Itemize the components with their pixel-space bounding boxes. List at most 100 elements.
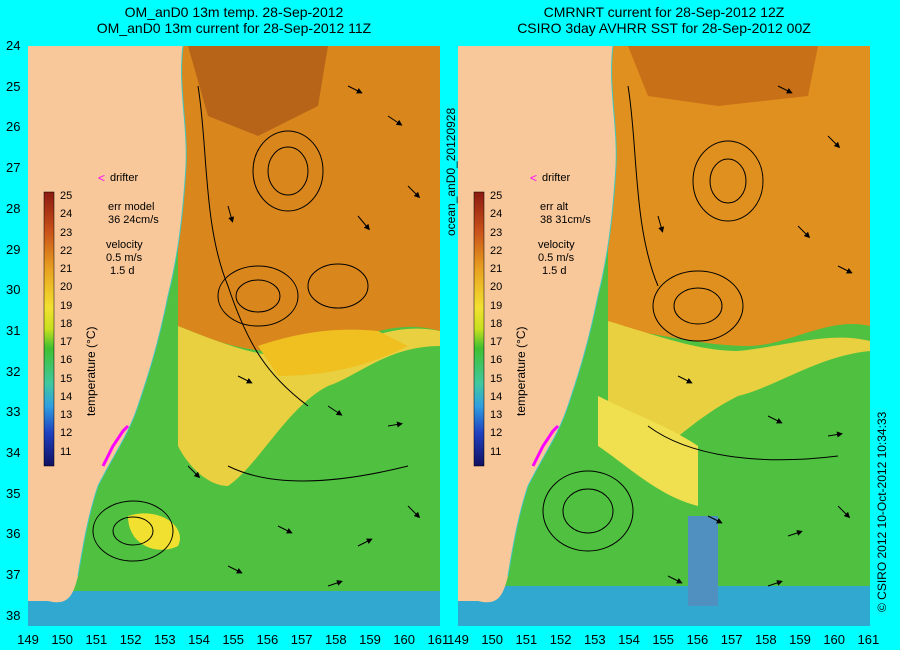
left-velocity-scale1: 0.5 m/s — [106, 252, 143, 264]
colorbar-tick: 21 — [60, 263, 73, 275]
latitude-label: 38 — [6, 607, 21, 623]
left-error-stats: err model 36 24cm/s — [108, 201, 159, 227]
longitude-label: 156 — [686, 632, 709, 647]
latitude-label: 26 — [6, 119, 21, 135]
colorbar-tick: 22 — [60, 244, 73, 257]
right-title-line1: CMRNRT current for 28-Sep-2012 12Z — [543, 4, 785, 20]
longitude-label: 154 — [618, 632, 640, 647]
colorbar-tick: 24 — [60, 208, 73, 221]
run-id-label: ocean_anD0_20120928 — [444, 107, 458, 236]
latitude-label: 32 — [6, 363, 21, 379]
credit-label: © CSIRO 2012 10-Oct-2012 10:34:33 — [875, 411, 889, 612]
colorbar-tick: 24 — [490, 208, 503, 221]
longitude-label: 156 — [256, 632, 279, 647]
longitude-label: 161 — [857, 632, 880, 647]
left-map-image: < — [28, 46, 440, 626]
left-velocity-scale: velocity 0.5 m/s 1.5 d — [106, 239, 143, 278]
latitude-label: 28 — [6, 200, 21, 216]
left-title-line2: OM_anD0 13m current for 28-Sep-2012 11Z — [96, 20, 372, 36]
right-colorbar-label: temperature (°C) — [514, 326, 528, 417]
latitude-label: 37 — [6, 567, 21, 583]
right-map-image: < — [458, 46, 870, 626]
left-drifter-label: drifter — [110, 172, 139, 184]
colorbar-tick: 20 — [490, 281, 503, 294]
colorbar-tick: 17 — [490, 336, 503, 348]
left-map-title: OM_anD0 13m temp. 28-Sep-2012 OM_anD0 13… — [28, 4, 440, 36]
left-map-panel: < drifter err model 36 24cm/s velocity 0… — [28, 46, 440, 626]
latitude-label: 31 — [6, 322, 21, 338]
longitude-label: 155 — [652, 632, 675, 647]
longitude-label: 154 — [188, 632, 210, 647]
longitude-label: 151 — [85, 632, 108, 647]
right-drifter-label: drifter — [542, 172, 571, 184]
right-colorbar-ticks: 25 24 23 22 21 20 19 18 17 16 15 14 13 12 11 — [490, 187, 502, 461]
longitude-label: 158 — [754, 632, 777, 647]
latitude-label: 27 — [6, 160, 21, 176]
right-velocity-scale2: 1.5 d — [542, 265, 567, 277]
left-err-line2: 36 24cm/s — [108, 214, 159, 226]
latitude-label: 36 — [6, 526, 21, 542]
colorbar-tick: 14 — [490, 390, 503, 403]
colorbar-tick: 16 — [490, 354, 503, 367]
right-error-stats: err alt 38 31cm/s — [540, 201, 591, 227]
colorbar-tick: 15 — [60, 372, 73, 385]
longitude-label: 159 — [789, 632, 811, 647]
latitude-label: 34 — [6, 445, 21, 460]
colorbar-tick: 13 — [490, 409, 503, 421]
colorbar-tick: 23 — [60, 226, 73, 239]
colorbar-tick: 18 — [60, 317, 73, 330]
left-title-line1: OM_anD0 13m temp. 28-Sep-2012 — [124, 4, 344, 20]
longitude-label: 157 — [720, 632, 743, 647]
latitude-label: 25 — [6, 78, 21, 94]
longitude-label: 158 — [324, 632, 347, 647]
right-map-panel: < drifter err alt 38 31cm/s velocity 0.5… — [458, 46, 870, 626]
longitude-label: 153 — [583, 632, 606, 647]
longitude-label: 161 — [427, 632, 450, 647]
longitude-label: 149 — [17, 632, 39, 647]
latitude-label: 33 — [6, 404, 21, 420]
right-title-line2: CSIRO 3day AVHRR SST for 28-Sep-2012 00Z — [517, 20, 811, 36]
colorbar-tick: 11 — [60, 445, 72, 458]
colorbar-tick: 12 — [490, 427, 503, 440]
longitude-label: 151 — [515, 632, 538, 647]
colorbar-tick: 22 — [490, 244, 503, 257]
right-map-title: CMRNRT current for 28-Sep-2012 12Z CSIRO… — [458, 4, 870, 36]
left-velocity-label: velocity — [106, 239, 143, 251]
latitude-label: 29 — [6, 241, 21, 257]
colorbar-tick: 19 — [490, 299, 503, 312]
right-err-line2: 38 31cm/s — [540, 214, 591, 226]
colorbar-tick: 17 — [60, 336, 73, 348]
colorbar-tick: 19 — [60, 299, 73, 312]
longitude-label: 159 — [359, 632, 381, 647]
longitude-label: 150 — [51, 632, 74, 647]
colorbar-tick: 11 — [490, 445, 502, 458]
latitude-label: 30 — [6, 282, 21, 298]
colorbar-tick: 12 — [60, 427, 73, 440]
colorbar-tick: 16 — [60, 354, 73, 367]
longitude-label: 155 — [222, 632, 245, 647]
colorbar-tick: 14 — [60, 390, 73, 403]
colorbar-tick: 25 — [60, 190, 73, 202]
longitude-label: 152 — [549, 632, 572, 647]
longitude-label: 149 — [447, 632, 469, 647]
colorbar-tick: 20 — [60, 281, 73, 294]
left-err-line1: err model — [108, 201, 155, 213]
colorbar-tick: 25 — [490, 190, 503, 202]
longitude-label: 152 — [119, 632, 142, 647]
colorbar-tick: 21 — [490, 263, 503, 275]
longitude-label: 153 — [153, 632, 176, 647]
latitude-label: 24 — [6, 38, 21, 53]
colorbar-tick: 13 — [60, 409, 73, 421]
left-velocity-scale2: 1.5 d — [110, 265, 135, 277]
latitude-label: 35 — [6, 485, 21, 501]
longitude-label: 150 — [481, 632, 504, 647]
right-velocity-scale: velocity 0.5 m/s 1.5 d — [538, 239, 575, 278]
longitude-label: 157 — [290, 632, 313, 647]
right-velocity-label: velocity — [538, 239, 575, 251]
svg-text:<: < — [98, 171, 105, 185]
colorbar-tick: 15 — [490, 372, 503, 385]
left-colorbar-ticks: 25 24 23 22 21 20 19 18 17 16 15 14 13 12 11 — [60, 187, 72, 461]
longitude-label: 160 — [823, 632, 846, 647]
colorbar-tick: 23 — [490, 226, 503, 239]
right-err-line1: err alt — [540, 201, 569, 213]
